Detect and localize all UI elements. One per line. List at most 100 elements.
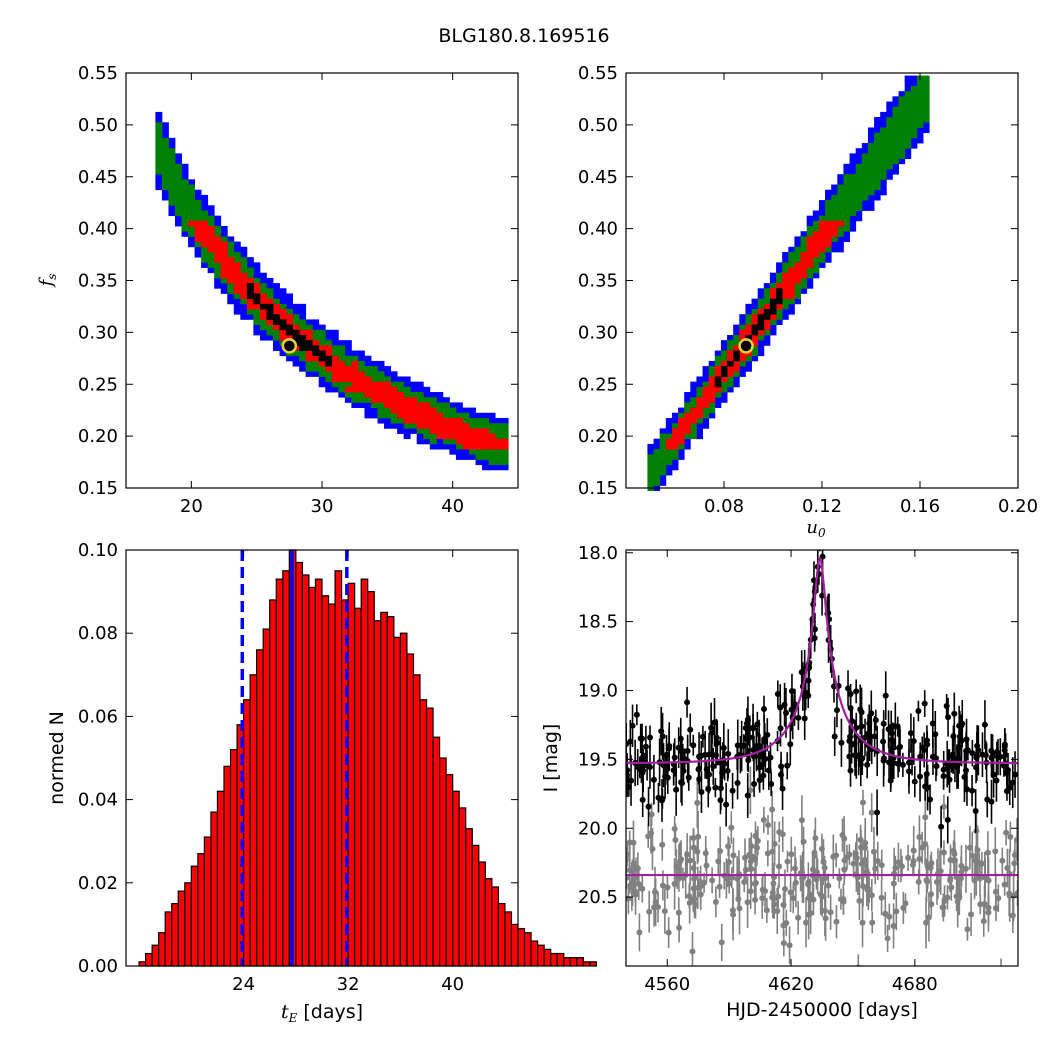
data-point xyxy=(845,685,852,692)
likelihood-cell-green xyxy=(207,215,215,222)
likelihood-cell-green xyxy=(665,454,673,460)
likelihood-cell-green xyxy=(855,174,863,180)
likelihood-cell-green xyxy=(266,293,274,300)
likelihood-cell-blue xyxy=(800,231,808,237)
likelihood-cell-green xyxy=(886,117,893,123)
likelihood-cell-green xyxy=(831,200,838,206)
likelihood-cell-green xyxy=(488,459,496,466)
likelihood-cell-red xyxy=(214,236,222,242)
data-point xyxy=(924,863,931,870)
likelihood-cell-green xyxy=(488,423,496,429)
likelihood-cell-red xyxy=(227,262,235,268)
likelihood-cell-red xyxy=(416,402,424,408)
likelihood-cell-blue xyxy=(344,350,352,357)
data-point xyxy=(690,742,697,749)
data-point xyxy=(923,877,930,884)
likelihood-cell-green xyxy=(745,319,752,325)
likelihood-cell-red xyxy=(788,267,795,274)
data-point xyxy=(632,891,639,898)
likelihood-cell-blue xyxy=(214,215,222,222)
likelihood-cell-black xyxy=(299,345,307,351)
data-point xyxy=(805,692,812,699)
likelihood-cell-red xyxy=(410,402,418,408)
likelihood-cell-green xyxy=(312,334,320,341)
likelihood-cell-blue xyxy=(292,303,300,310)
likelihood-cell-green xyxy=(867,148,875,154)
data-point xyxy=(864,761,871,768)
likelihood-cell-red xyxy=(501,443,509,450)
data-point xyxy=(671,754,678,761)
likelihood-cell-blue xyxy=(194,189,202,196)
data-point xyxy=(679,756,686,763)
likelihood-cell-green xyxy=(727,376,734,383)
likelihood-cell-green xyxy=(923,75,930,82)
likelihood-cell-blue xyxy=(751,298,759,305)
likelihood-cell-green xyxy=(678,443,685,450)
y-tick-label: 0.04 xyxy=(78,790,118,811)
likelihood-cell-blue xyxy=(246,262,254,268)
likelihood-cell-green xyxy=(739,360,746,367)
likelihood-cell-green xyxy=(653,475,661,481)
likelihood-cell-red xyxy=(733,366,740,372)
likelihood-cell-red xyxy=(455,423,463,429)
likelihood-cell-red xyxy=(351,381,359,388)
histogram-bar xyxy=(177,890,186,967)
likelihood-cell-red xyxy=(390,392,398,398)
likelihood-cell-green xyxy=(344,392,352,398)
data-point xyxy=(639,796,646,803)
likelihood-cell-blue xyxy=(286,293,293,300)
histogram-bar xyxy=(380,611,388,967)
likelihood-cell-green xyxy=(259,324,267,331)
likelihood-cell-green xyxy=(874,179,881,185)
likelihood-cell-green xyxy=(837,189,844,196)
likelihood-cell-blue xyxy=(880,189,887,196)
likelihood-cell-green xyxy=(175,179,182,185)
likelihood-cell-green xyxy=(312,360,320,367)
likelihood-cell-red xyxy=(305,355,313,362)
likelihood-cell-green xyxy=(194,215,202,222)
data-point xyxy=(998,974,1004,980)
data-point xyxy=(833,918,840,925)
y-tick-label: 0.10 xyxy=(78,540,118,561)
likelihood-cell-blue xyxy=(312,371,320,377)
likelihood-cell-green xyxy=(305,324,313,331)
likelihood-cell-green xyxy=(849,194,857,201)
likelihood-cell-red xyxy=(449,423,457,429)
likelihood-cell-green xyxy=(763,293,771,300)
likelihood-cell-green xyxy=(653,480,661,486)
likelihood-cell-blue xyxy=(714,350,722,357)
y-tick-label: 0.45 xyxy=(78,167,118,188)
likelihood-cell-red xyxy=(462,428,470,434)
likelihood-cell-green xyxy=(818,215,826,222)
data-point xyxy=(687,726,694,733)
likelihood-cell-green xyxy=(188,184,195,191)
likelihood-cell-green xyxy=(837,194,844,201)
likelihood-cell-green xyxy=(690,423,697,429)
likelihood-cell-blue xyxy=(201,200,209,206)
likelihood-cell-red xyxy=(357,381,365,388)
model-curve xyxy=(626,556,1018,765)
likelihood-cell-green xyxy=(831,236,838,242)
data-point xyxy=(729,907,736,914)
likelihood-cell-red xyxy=(371,392,378,398)
likelihood-cell-green xyxy=(155,132,163,139)
likelihood-cell-green xyxy=(188,200,195,206)
likelihood-cell-blue xyxy=(384,371,391,377)
likelihood-cell-blue xyxy=(410,386,418,393)
likelihood-cell-red xyxy=(220,267,228,274)
likelihood-cell-red xyxy=(708,381,716,388)
likelihood-cell-green xyxy=(168,200,176,206)
likelihood-cell-red xyxy=(201,236,209,242)
data-point xyxy=(962,865,969,872)
likelihood-cell-green xyxy=(647,469,654,476)
likelihood-cell-green xyxy=(338,381,346,388)
likelihood-cell-green xyxy=(867,184,875,191)
likelihood-cell-green xyxy=(812,262,820,268)
likelihood-cell-blue xyxy=(207,205,215,211)
likelihood-cell-green xyxy=(188,189,195,196)
likelihood-cell-green xyxy=(904,137,912,144)
likelihood-cell-green xyxy=(874,143,881,149)
panel-fs-vs-te: 20 30 400.150.200.250.300.350.400.450.500.… xyxy=(78,63,519,517)
likelihood-cell-green xyxy=(690,433,697,440)
likelihood-cell-red xyxy=(745,324,752,331)
